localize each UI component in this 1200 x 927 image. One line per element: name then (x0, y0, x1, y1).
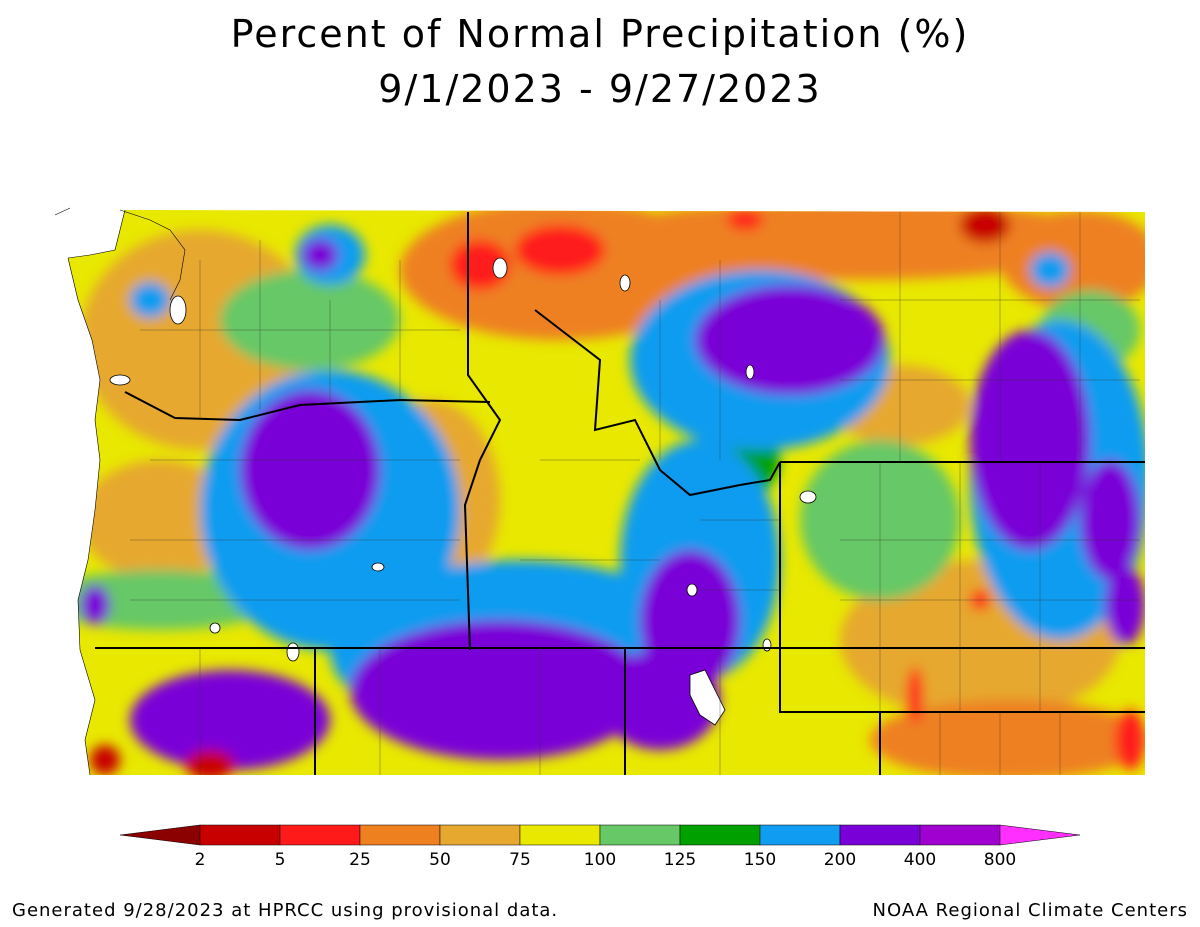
legend-tick-label: 100 (583, 850, 617, 870)
legend-swatch (919, 824, 1001, 846)
legend-swatch (839, 824, 921, 846)
legend-tick-label: 50 (429, 850, 451, 870)
legend-tick-label: 25 (349, 850, 371, 870)
legend-tick-label: 800 (983, 850, 1017, 870)
legend-arrow-high (999, 824, 1081, 846)
coastline (67, 209, 126, 776)
legend-swatch (599, 824, 681, 846)
legend-tick-label: 5 (274, 850, 286, 870)
legend-swatch (679, 824, 761, 846)
legend-tick-label: 125 (663, 850, 697, 870)
generated-note: Generated 9/28/2023 at HPRCC using provi… (12, 900, 559, 921)
legend-swatch (519, 824, 601, 846)
precipitation-map (54, 207, 1145, 776)
puget-sound-outline (54, 207, 186, 301)
legend-tick-label: 2 (194, 850, 206, 870)
legend-tick-label: 200 (823, 850, 857, 870)
source-credit: NOAA Regional Climate Centers (872, 900, 1188, 921)
legend-arrow-low (119, 824, 201, 846)
map-date-range: 9/1/2023 - 9/27/2023 (378, 67, 822, 111)
legend-swatch (439, 824, 521, 846)
color-legend (119, 824, 1081, 846)
legend-swatch (359, 824, 441, 846)
legend-tick-label: 400 (903, 850, 937, 870)
legend-swatch (279, 824, 361, 846)
legend-swatch (759, 824, 841, 846)
legend-tick-label: 150 (743, 850, 777, 870)
legend-swatch (199, 824, 281, 846)
precip-field (68, 210, 1145, 775)
legend-tick-label: 75 (509, 850, 531, 870)
legend-bar (119, 824, 1081, 846)
map-title: Percent of Normal Precipitation (%) (230, 12, 970, 56)
